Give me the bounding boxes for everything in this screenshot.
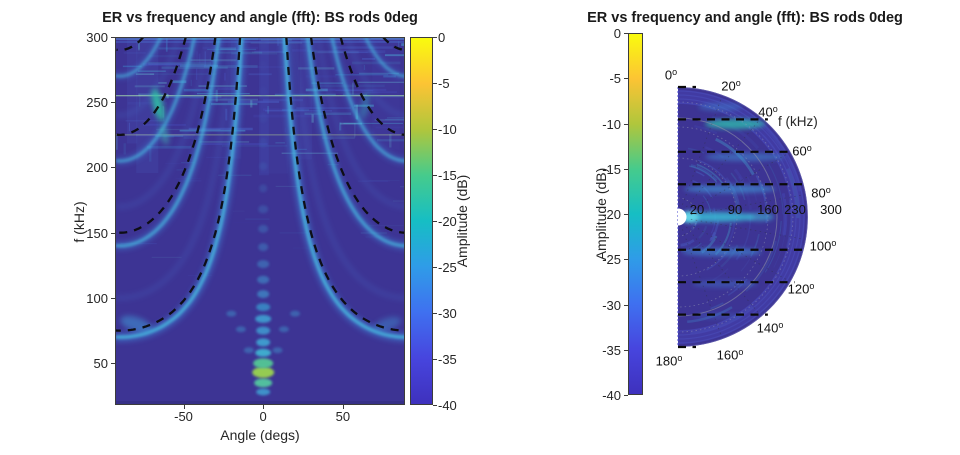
right-colorbar-tick-label: -10: [602, 116, 621, 132]
tick-mark: [111, 167, 115, 169]
tick-mark: [433, 37, 437, 38]
left-colorbar-tick-label: -35: [438, 352, 457, 367]
right-colorbar: [628, 33, 643, 395]
left-colorbar-tick-label: -10: [438, 122, 457, 137]
right-colorbar-tick-label: -15: [602, 161, 621, 177]
right-colorbar-tick-label: 0: [613, 26, 621, 41]
left-colorbar-tick-label: 0: [438, 30, 446, 45]
left-colorbar-tick-label: -40: [438, 398, 457, 413]
left-x-tick-label: 50: [335, 409, 351, 424]
tick-mark: [624, 33, 628, 34]
tick-mark: [111, 363, 115, 365]
tick-mark: [183, 405, 185, 409]
tick-mark: [111, 232, 115, 234]
polar-heatmap-plot: [677, 85, 808, 349]
tick-mark: [433, 359, 437, 360]
tick-mark: [433, 313, 437, 314]
tick-mark: [433, 405, 437, 406]
left-y-tick-label: 250: [86, 95, 108, 111]
polar-angle-tick-label: 180o: [655, 353, 683, 369]
left-colorbar-tick-label: -25: [438, 260, 457, 275]
right-colorbar-tick-label: -40: [602, 388, 621, 403]
right-colorbar-tick-label: -5: [609, 71, 621, 87]
polar-radial-tick-label: 160: [757, 202, 779, 217]
right-colorbar-tick-label: -25: [602, 252, 621, 268]
left-colorbar: [410, 37, 433, 405]
tick-mark: [433, 221, 437, 222]
tick-mark: [111, 37, 115, 38]
tick-mark: [624, 123, 628, 125]
left-x-axis-label: Angle (degs): [220, 427, 300, 443]
right-colorbar-tick-label: -30: [602, 297, 621, 313]
tick-mark: [624, 214, 628, 215]
right-colorbar-tick-label: -35: [602, 342, 621, 358]
polar-angle-tick-label: 40o: [758, 104, 778, 120]
tick-mark: [342, 405, 344, 409]
tick-mark: [433, 83, 437, 84]
tick-mark: [111, 102, 115, 104]
left-colorbar-tick-label: -20: [438, 214, 457, 229]
polar-angle-tick-label: 60o: [792, 143, 812, 159]
polar-radial-tick-label: 300: [820, 202, 842, 217]
tick-mark: [624, 168, 628, 170]
polar-angle-tick-label: 0o: [664, 67, 678, 83]
tick-mark: [433, 175, 437, 176]
polar-angle-tick-label: 80o: [811, 185, 831, 201]
polar-radial-tick-label: 230: [784, 202, 806, 217]
polar-angle-tick-label: 100o: [809, 238, 837, 254]
left-y-axis-label: f (kHz): [71, 201, 87, 243]
left-plot-title: ER vs frequency and angle (fft): BS rods…: [102, 10, 418, 26]
polar-angle-tick-label: 20o: [721, 78, 741, 94]
tick-mark: [624, 349, 628, 351]
left-x-tick-label: -50: [174, 409, 193, 424]
left-colorbar-tick-label: -30: [438, 306, 457, 321]
left-y-tick-label: 50: [93, 356, 108, 372]
polar-radial-tick-label: 90: [727, 202, 743, 217]
left-y-tick-label: 150: [86, 225, 108, 241]
tick-mark: [263, 405, 265, 409]
right-plot-title: ER vs frequency and angle (fft): BS rods…: [587, 10, 903, 26]
polar-angle-tick-label: 120o: [787, 281, 815, 297]
left-y-tick-label: 300: [86, 30, 108, 45]
left-y-tick-label: 100: [86, 290, 108, 306]
left-y-tick-label: 200: [86, 160, 108, 176]
left-colorbar-tick-label: -15: [438, 168, 457, 183]
tick-mark: [624, 78, 628, 80]
left-heatmap-plot: [115, 37, 405, 405]
left-colorbar-tick-label: -5: [438, 76, 450, 91]
polar-radial-axis-label: f (kHz): [778, 114, 818, 129]
polar-radial-tick-label: 20: [689, 202, 705, 217]
tick-mark: [624, 304, 628, 306]
left-x-tick-label: 0: [259, 409, 267, 424]
tick-mark: [433, 267, 437, 268]
tick-mark: [624, 259, 628, 261]
polar-angle-tick-label: 160o: [716, 347, 744, 363]
tick-mark: [111, 297, 115, 299]
tick-mark: [624, 395, 628, 396]
tick-mark: [433, 129, 437, 130]
right-colorbar-tick-label: -20: [602, 207, 621, 222]
polar-angle-tick-label: 140o: [756, 320, 784, 336]
